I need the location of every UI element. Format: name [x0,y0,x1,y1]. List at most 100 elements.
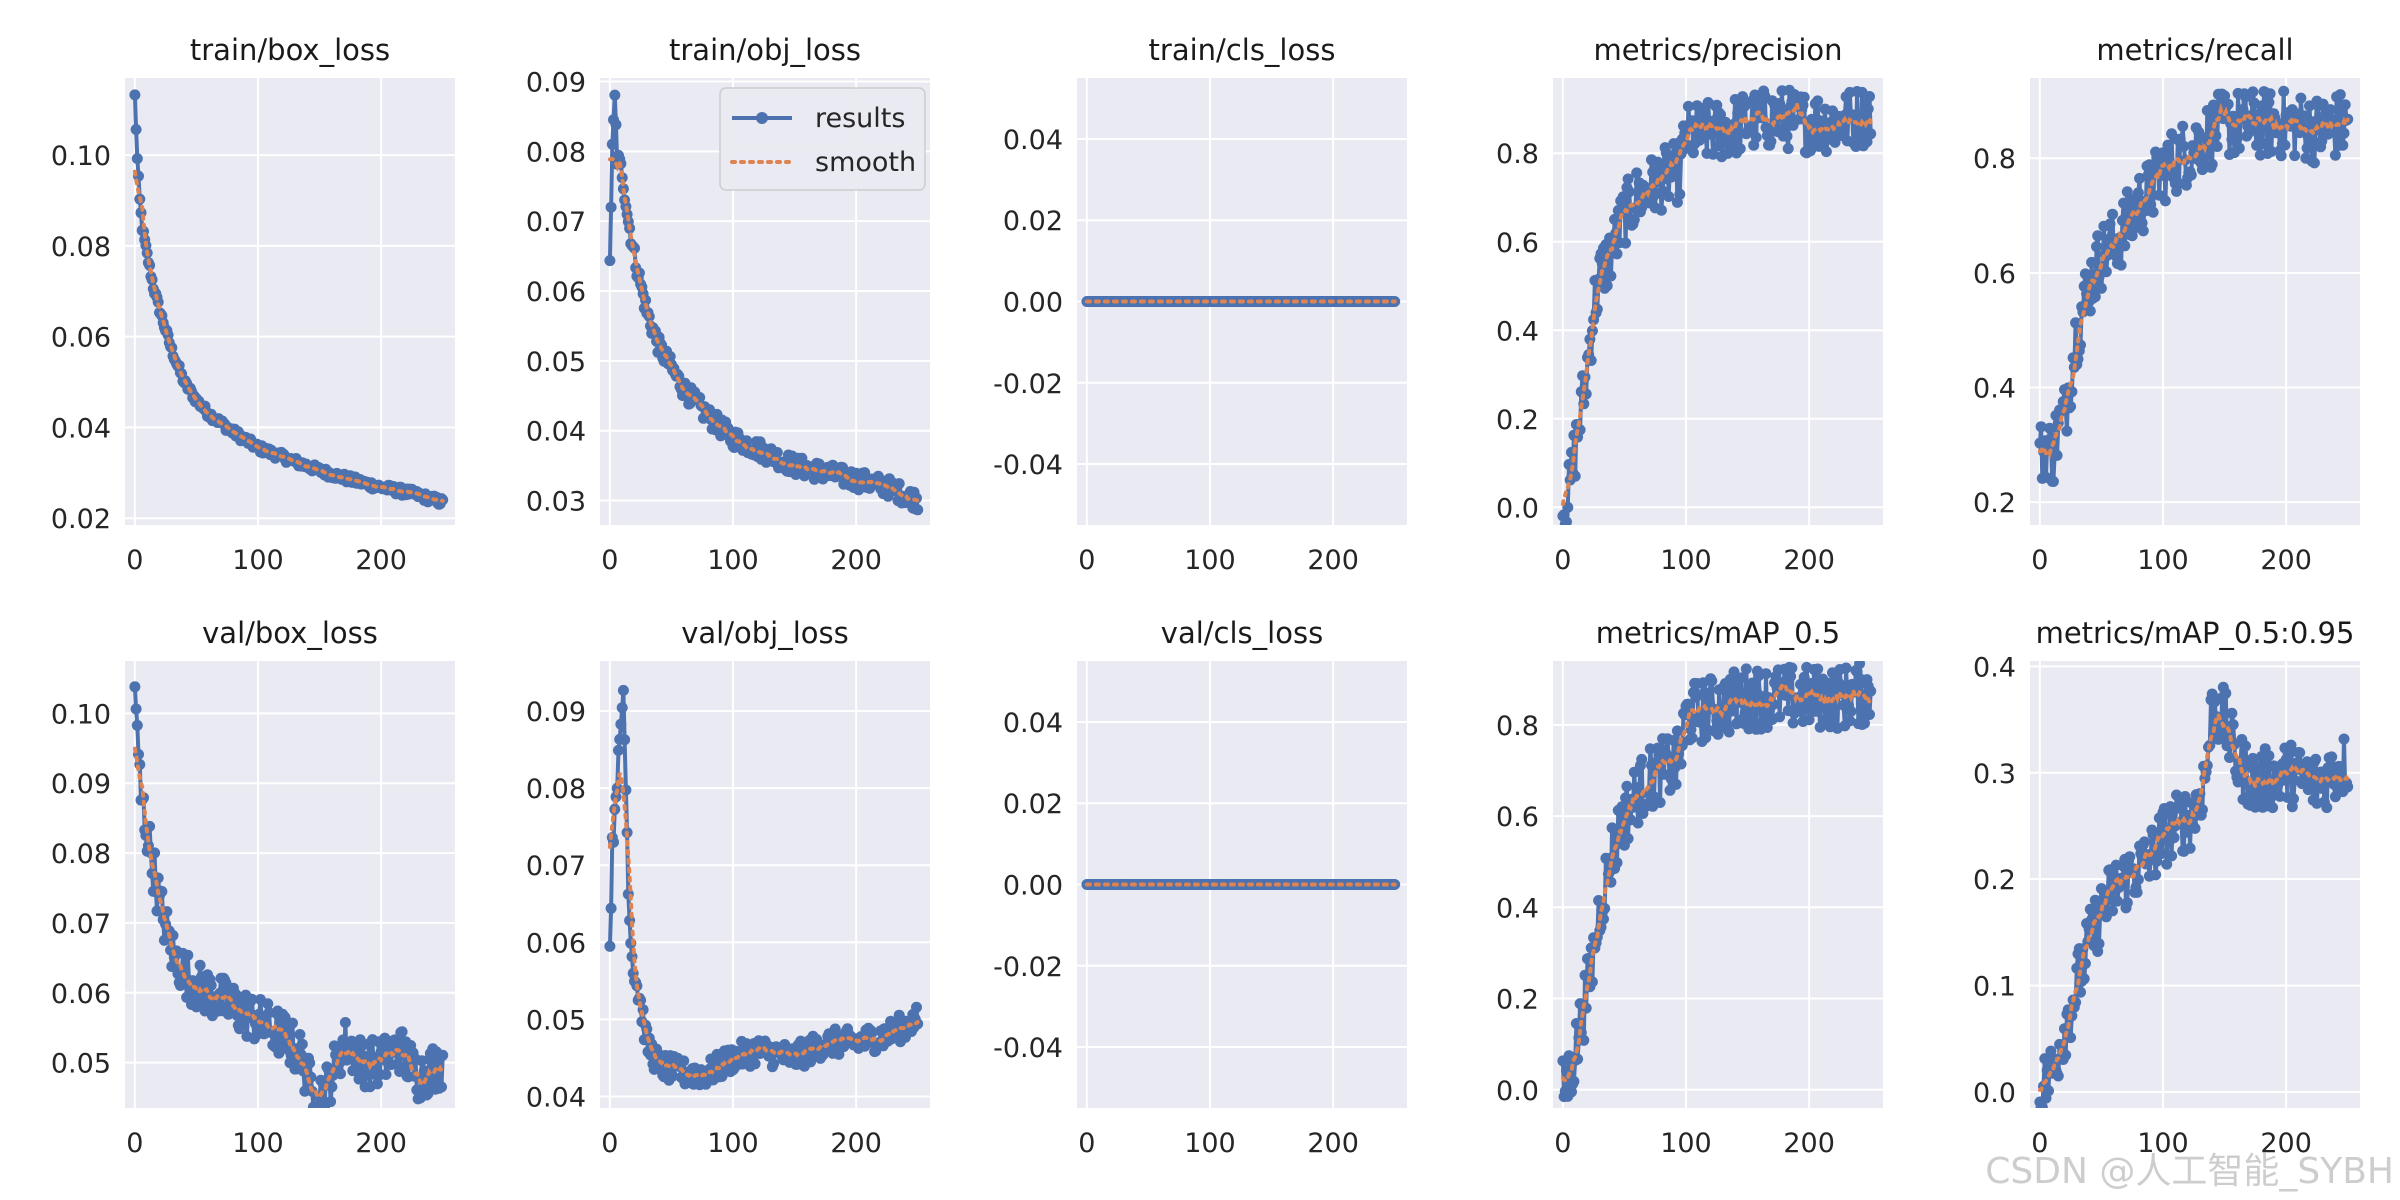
smooth-line [2037,102,2350,459]
results-point [1760,668,1772,680]
results-point [2301,142,2313,154]
results-point [1706,675,1718,687]
results-point [1865,685,1877,697]
x-tick-label: 0 [2031,545,2048,576]
results-point [2168,832,2180,844]
results-point [2265,146,2277,157]
x-tick-label: 100 [1660,545,1712,576]
subplot-title: metrics/recall [2096,33,2293,67]
results-point [335,1068,346,1080]
results-point [1611,248,1623,260]
results-point [151,905,163,917]
results-point [866,1027,878,1039]
results-point [339,1017,351,1028]
results-point [1854,661,1866,670]
y-tick-label: 0.04 [1003,125,1063,156]
y-tick-label: 0.08 [526,137,586,168]
results-point [205,979,217,991]
results-point [1840,662,1852,674]
results-point [2339,99,2351,111]
results-point [2180,826,2192,838]
y-tick-label: 0.09 [526,697,586,728]
results-point [1622,173,1634,185]
y-tick-label: 0.06 [526,928,586,959]
results-point [130,124,142,135]
results-point [1561,516,1572,525]
results-point [2126,230,2138,242]
results-point [2095,883,2107,895]
subplot-grid: 0 100 2000.020.040.060.080.10train/box_los… [51,33,2360,1159]
results-point [1859,717,1870,729]
x-tick-label: 100 [1184,545,1236,576]
subplot-title: val/obj_loss [681,616,849,650]
y-tick-label: 0.4 [1973,373,2016,404]
results-point [2166,850,2178,862]
results-point [1717,137,1729,149]
results-point [1823,677,1835,689]
results-point [1668,735,1680,746]
results-point [1562,501,1574,513]
results-point [2044,422,2056,434]
y-tick-label: 0.02 [1003,789,1063,820]
results-point [396,1026,408,1038]
results-point [1732,680,1744,692]
results-point [1707,148,1719,160]
y-tick-label: 0.6 [1496,228,1539,259]
results-point [1864,709,1875,720]
results-point [1822,704,1834,716]
y-tick-label: 0.09 [526,67,586,98]
y-tick-label: 0.8 [1973,144,2016,175]
results-point [1836,680,1848,692]
results-point [1761,722,1773,733]
x-tick-label: 0 [126,545,143,576]
results-point [2168,169,2180,181]
y-tick-label: 0.8 [1496,139,1539,170]
results-point [1745,120,1757,132]
legend-box [719,87,926,191]
results-point [2119,240,2131,252]
x-tick-label: 0 [2031,1128,2048,1159]
results-point [1728,666,1740,678]
results-point [1682,698,1694,710]
results-point [1844,715,1856,727]
results-point [262,998,274,1010]
x-tick-label: 100 [2137,545,2189,576]
results-point [2263,750,2275,762]
results-point [2264,88,2276,100]
smooth-line [2037,708,2350,1093]
results-point [182,949,194,961]
y-tick-label: 0.2 [1973,865,2016,896]
series-group [1557,661,1877,1103]
y-tick-label: 0.04 [526,417,586,448]
results-point [2243,790,2255,802]
results-point [1735,672,1747,684]
results-point [2279,139,2291,151]
results-point [1845,705,1857,717]
results-point [2084,305,2096,317]
results-point [615,718,627,730]
results-point [166,961,178,972]
results-point [2322,762,2334,774]
subplot-title: metrics/mAP_0.5 [1596,616,1840,650]
series-group [129,89,449,510]
x-tick-label: 0 [1554,545,1571,576]
results-point [1865,128,1877,140]
results-point [2257,138,2269,150]
subplot-title: metrics/precision [1593,33,1842,67]
results-point [2232,776,2244,788]
results-point [912,504,924,516]
results-point [2222,98,2234,110]
smooth-line [1560,96,1873,507]
results-point [1803,714,1815,726]
results-point [893,478,905,490]
subplot-val_cls_loss: 0 100 200 -0.04 -0.02 0.00 0.02 0.04 val/cls_los… [993,616,1407,1159]
results-point [337,1034,349,1046]
results-point [2227,719,2239,731]
y-tick-label: 0.4 [1973,652,2016,683]
results-point [2156,848,2168,859]
results-point [1737,91,1749,103]
legend-results-label: results [815,103,905,134]
results-point [2189,822,2201,834]
results-point [619,734,631,746]
results-point [829,1023,841,1035]
